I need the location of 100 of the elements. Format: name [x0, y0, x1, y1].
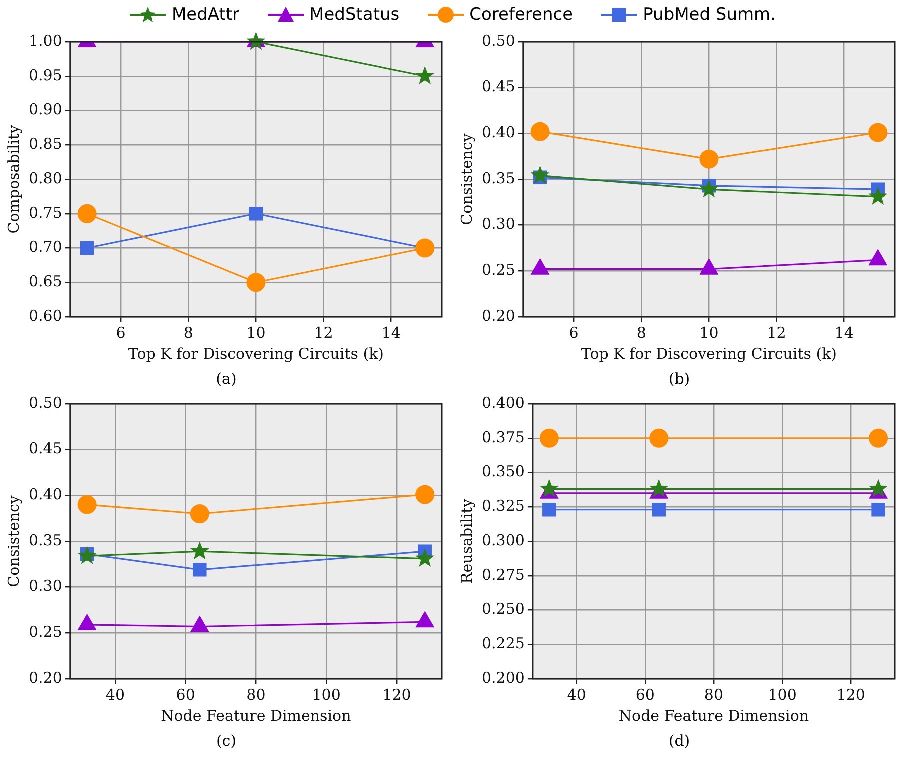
y-tick-label: 0.20 [482, 306, 516, 325]
y-tick-label: 0.30 [482, 215, 516, 234]
y-tick-label: 1.00 [28, 32, 62, 50]
y-axis-title: Consistency [4, 495, 23, 588]
point [78, 495, 97, 514]
y-tick-label: 0.375 [482, 428, 525, 446]
text: (a) [215, 370, 238, 388]
x-tick-label: 100 [768, 686, 797, 704]
x-tick-label: 60 [176, 686, 196, 704]
point [868, 250, 888, 266]
point [530, 166, 550, 184]
y-tick-label: 0.70 [28, 238, 62, 256]
y-tick-label: 0.65 [28, 272, 62, 291]
y-tick-label: 0.40 [482, 124, 516, 142]
y-tick-label: 0.50 [28, 394, 62, 412]
y-tick-label: 0.60 [28, 306, 62, 325]
point [868, 123, 888, 142]
x-tick-label: 12 [767, 324, 786, 342]
legend-label: PubMed Summ. [643, 5, 776, 25]
x-axis-title: Node Feature Dimension [618, 706, 810, 725]
y-tick-label: 0.95 [28, 66, 62, 84]
point [700, 180, 719, 198]
legend-label: Coreference [470, 5, 574, 25]
y-tick-label: 0.25 [28, 623, 62, 642]
y-tick-label: 0.85 [28, 135, 62, 154]
x-axis-title: Node Feature Dimension [161, 706, 352, 725]
x-tick-label: 6 [569, 324, 579, 342]
point [78, 204, 97, 224]
text: (b) [668, 370, 692, 388]
y-tick-label: 0.90 [28, 100, 62, 119]
x-tick-label: 120 [382, 686, 412, 704]
point [190, 616, 210, 632]
y-tick-label: 0.45 [482, 78, 516, 96]
x-tick-label: 10 [700, 324, 719, 342]
point [540, 428, 559, 448]
legend-label: MedStatus [310, 5, 400, 25]
y-axis-title: Reusability [458, 498, 476, 584]
x-axis-title: Top K for Discovering Circuits (k) [128, 344, 384, 363]
y-tick-label: 0.75 [28, 204, 62, 222]
x-tick-label: 8 [184, 324, 194, 342]
point [530, 122, 550, 142]
point [416, 548, 435, 568]
point [190, 504, 210, 524]
x-tick-label: 40 [106, 686, 125, 704]
y-tick-label: 0.350 [482, 462, 525, 481]
point [246, 273, 266, 292]
y-tick-label: 0.80 [28, 169, 62, 188]
y-tick-label: 0.25 [482, 261, 516, 280]
y-axis-title: Composability [4, 124, 23, 234]
y-tick-label: 0.300 [482, 531, 525, 550]
x-tick-label: 80 [704, 686, 724, 704]
x-tick-label: 10 [246, 324, 266, 342]
point [540, 479, 559, 498]
y-tick-label: 0.35 [28, 531, 62, 550]
y-tick-label: 0.325 [482, 497, 525, 516]
point [869, 428, 888, 448]
y-tick-label: 0.35 [482, 169, 516, 188]
y-tick-label: 0.50 [482, 32, 516, 50]
y-tick-label: 0.20 [28, 668, 62, 687]
point [652, 503, 666, 517]
point [542, 503, 556, 517]
legend-label: MedAttr [172, 5, 240, 25]
x-tick-label: 12 [314, 324, 334, 342]
y-axis-title: Consistency [458, 133, 476, 226]
point [80, 241, 94, 256]
point [416, 238, 435, 258]
point [78, 614, 96, 630]
y-tick-label: 0.45 [28, 440, 62, 458]
text: (d) [668, 732, 692, 750]
y-tick-label: 0.275 [482, 566, 525, 584]
x-tick-label: 14 [834, 324, 854, 342]
y-tick-label: 0.30 [28, 577, 62, 596]
y-tick-label: 0.250 [482, 600, 525, 618]
point [700, 150, 719, 169]
point [249, 207, 264, 221]
y-tick-label: 0.200 [482, 668, 525, 687]
y-tick-label: 0.225 [482, 634, 525, 653]
y-tick-label: 0.400 [482, 394, 525, 412]
point [700, 258, 718, 275]
x-tick-label: 40 [567, 686, 586, 704]
point [872, 503, 886, 517]
x-tick-label: 14 [382, 324, 401, 342]
point [416, 612, 434, 628]
point [416, 485, 435, 504]
y-tick-label: 0.40 [28, 486, 62, 504]
text: (c) [215, 732, 238, 750]
point [869, 479, 888, 498]
point [78, 546, 97, 564]
point [650, 479, 669, 498]
x-tick-label: 80 [246, 686, 266, 704]
x-tick-label: 6 [116, 324, 126, 342]
x-tick-label: 100 [312, 686, 341, 704]
x-tick-label: 8 [636, 324, 646, 342]
point [650, 428, 669, 448]
x-axis-title: Top K for Discovering Circuits (k) [581, 344, 838, 363]
x-tick-label: 120 [836, 686, 866, 704]
point [193, 563, 207, 577]
point [868, 186, 888, 206]
x-tick-label: 60 [636, 686, 655, 704]
point [531, 258, 550, 275]
